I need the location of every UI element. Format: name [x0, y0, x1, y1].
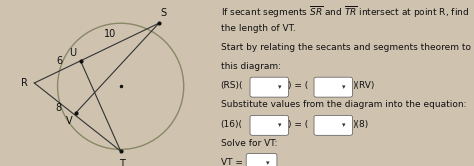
Text: (RS)(: (RS)( [220, 81, 243, 90]
Text: R: R [21, 78, 27, 88]
Text: V: V [66, 116, 73, 126]
Text: (16)(: (16)( [220, 120, 243, 128]
FancyBboxPatch shape [250, 77, 288, 97]
Text: VT =: VT = [220, 158, 246, 166]
Text: ▾: ▾ [278, 84, 281, 90]
Text: Substitute values from the diagram into the equation:: Substitute values from the diagram into … [220, 100, 466, 109]
Text: )(8): )(8) [352, 120, 369, 128]
Text: ▾: ▾ [266, 160, 270, 166]
Text: Solve for VT:: Solve for VT: [220, 139, 277, 148]
Text: this diagram:: this diagram: [220, 62, 281, 71]
Text: ▾: ▾ [342, 122, 345, 128]
Text: ) = (: ) = ( [288, 81, 309, 90]
FancyBboxPatch shape [246, 154, 277, 166]
FancyBboxPatch shape [314, 77, 352, 97]
Text: If secant segments $\overline{SR}$ and $\overline{TR}$ intersect at point R, fin: If secant segments $\overline{SR}$ and $… [220, 5, 469, 20]
FancyBboxPatch shape [314, 115, 352, 135]
FancyBboxPatch shape [250, 115, 288, 135]
Text: 8: 8 [55, 103, 62, 113]
Text: ) = (: ) = ( [288, 120, 309, 128]
Text: )(RV): )(RV) [352, 81, 375, 90]
Text: U: U [69, 48, 76, 58]
Text: S: S [161, 8, 167, 18]
Text: ▾: ▾ [278, 122, 281, 128]
Text: the length of VT.: the length of VT. [220, 24, 295, 33]
Text: T: T [119, 159, 125, 166]
Text: ▾: ▾ [342, 84, 345, 90]
Text: 10: 10 [104, 29, 116, 39]
Text: 6: 6 [56, 56, 62, 66]
Text: Start by relating the secants and segments theorem to: Start by relating the secants and segmen… [220, 43, 471, 52]
